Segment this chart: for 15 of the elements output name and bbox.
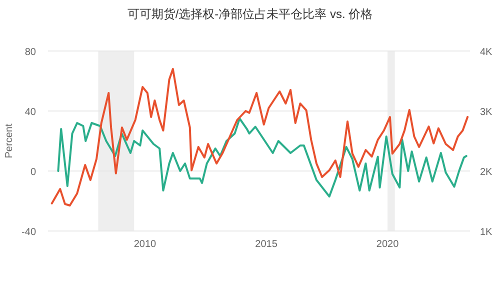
y2-tick-label: 4K bbox=[480, 47, 493, 58]
y-tick-label: 40 bbox=[24, 107, 36, 118]
x-tick-label: 2020 bbox=[376, 239, 400, 250]
x-tick-label: 2010 bbox=[134, 239, 157, 250]
y-axis-title: Percent bbox=[4, 124, 15, 158]
x-tick-label: 2015 bbox=[255, 239, 278, 250]
y-tick-label: -40 bbox=[22, 227, 36, 238]
line-series bbox=[57, 118, 468, 198]
y-tick-label: 80 bbox=[24, 47, 36, 58]
y2-tick-label: 2K bbox=[480, 167, 493, 178]
y-tick-label: 0 bbox=[30, 167, 36, 178]
y2-tick-label: 3K bbox=[480, 107, 493, 118]
y2-tick-label: 1K bbox=[480, 227, 493, 238]
line-series bbox=[50, 68, 469, 206]
chart-title: 可可期货/选择权-净部位占未平仓比率 vs. 价格 bbox=[127, 7, 373, 21]
